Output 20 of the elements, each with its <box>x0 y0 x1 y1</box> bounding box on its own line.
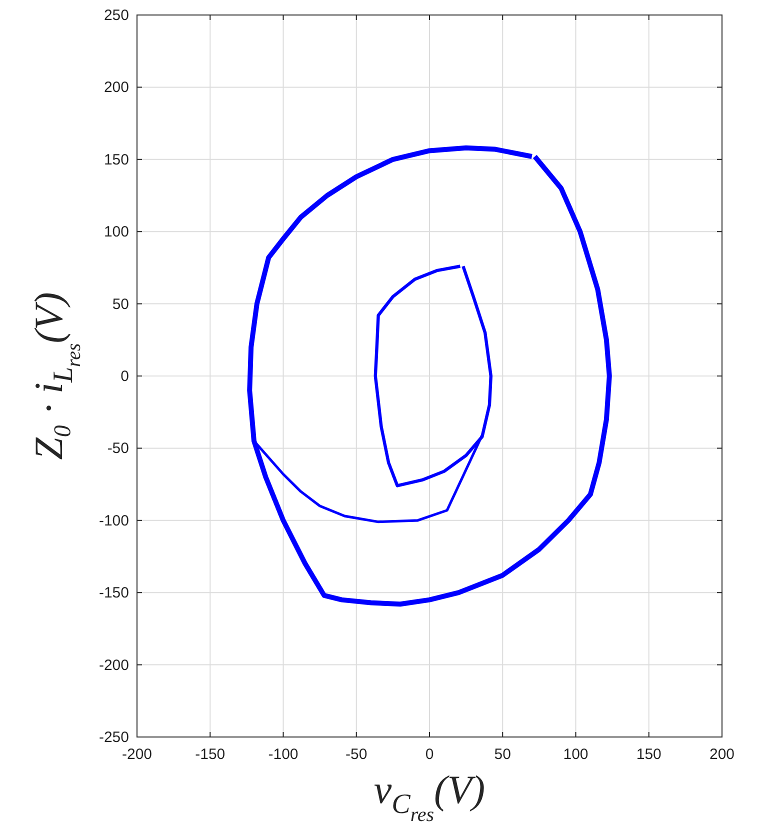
y-tick-label: -250 <box>98 729 129 746</box>
x-axis-title: v$_{C}$$_{res}$(V) <box>374 767 486 826</box>
y-tick-label: -50 <box>107 440 129 458</box>
x-tick-label: -150 <box>195 746 226 763</box>
x-tick-label: 100 <box>563 746 588 763</box>
y-tick-label: 250 <box>104 7 129 24</box>
x-tick-label: 200 <box>709 746 735 763</box>
y-tick-label: -100 <box>98 512 129 530</box>
x-tick-label: -100 <box>268 746 298 763</box>
x-tick-label: 0 <box>425 746 434 763</box>
x-tick-label: 50 <box>494 746 511 763</box>
y-tick-label: 0 <box>120 368 129 385</box>
x-tick-label: 150 <box>636 746 662 763</box>
y-tick-label: 200 <box>104 79 129 96</box>
y-tick-label: -200 <box>98 656 129 674</box>
y-tick-label: 150 <box>104 151 129 168</box>
y-tick-label: -150 <box>98 584 129 602</box>
y-tick-label: 100 <box>104 224 129 241</box>
x-tick-label: -50 <box>346 746 368 763</box>
y-tick-label: 50 <box>112 296 129 313</box>
